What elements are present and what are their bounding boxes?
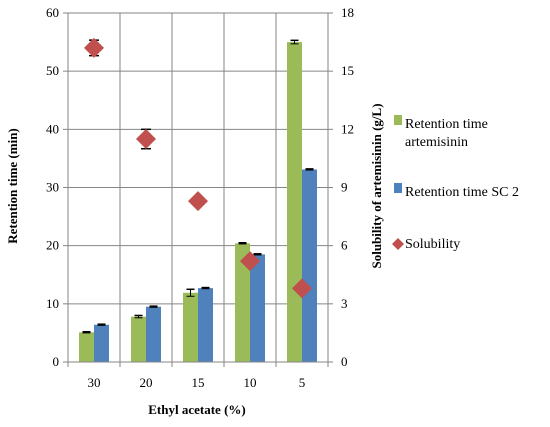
- solubility-point: [84, 37, 104, 58]
- bar: [79, 332, 94, 362]
- y2-tick-label: 18: [341, 5, 354, 20]
- x-axis-title: Ethyl acetate (%): [148, 402, 245, 417]
- legend-label: Retention time SC 2: [405, 185, 519, 200]
- solubility-point: [136, 129, 156, 150]
- legend-label: Solubility: [405, 237, 460, 252]
- bar: [183, 292, 198, 362]
- x-tick-label: 30: [88, 375, 101, 390]
- y-tick-label: 0: [53, 354, 60, 369]
- y2-tick-label: 0: [341, 354, 348, 369]
- bar: [198, 288, 213, 362]
- solubility-point: [240, 251, 260, 272]
- bar: [146, 306, 161, 362]
- bars: [79, 39, 317, 362]
- x-tick-label: 10: [244, 375, 257, 390]
- solubility-point: [292, 278, 312, 299]
- bar: [131, 316, 146, 362]
- y-tick-label: 10: [46, 296, 59, 311]
- y2-tick-label: 6: [341, 238, 348, 253]
- bar: [302, 169, 317, 362]
- y-tick-label: 50: [46, 63, 59, 78]
- legend-swatch: [394, 115, 402, 125]
- y2-axis-title: Solubility of artemisinin (g/L): [369, 103, 384, 268]
- y2-tick-label: 3: [341, 296, 348, 311]
- y2-tick-label: 12: [341, 121, 354, 136]
- axes: [63, 12, 333, 367]
- y-tick-label: 60: [46, 5, 59, 20]
- x-tick-label: 15: [192, 375, 205, 390]
- tick-labels: 0 10 20 30 40 50 60 0 3 6 9 12 15 18 30 20 15 10 5: [46, 5, 354, 390]
- y-axis-title: Retention time (min): [5, 128, 20, 244]
- y2-tick-label: 15: [341, 63, 354, 78]
- legend-label: Retention time: [405, 117, 488, 132]
- y-tick-label: 40: [46, 121, 59, 136]
- bar: [235, 243, 250, 362]
- legend-label: artemisinin: [405, 135, 468, 150]
- bar: [94, 324, 109, 362]
- solubility-markers: [84, 37, 312, 299]
- solubility-point: [188, 191, 208, 212]
- legend-swatch: [394, 183, 402, 193]
- bar: [287, 42, 302, 362]
- bar: [250, 254, 265, 362]
- y-tick-label: 30: [46, 180, 59, 195]
- y2-tick-label: 9: [341, 180, 348, 195]
- y-tick-label: 20: [46, 238, 59, 253]
- x-tick-label: 5: [299, 375, 306, 390]
- x-tick-label: 20: [140, 375, 153, 390]
- legend-swatch: [392, 238, 404, 250]
- legend: Retention time artemisinin Retention time …: [392, 115, 519, 252]
